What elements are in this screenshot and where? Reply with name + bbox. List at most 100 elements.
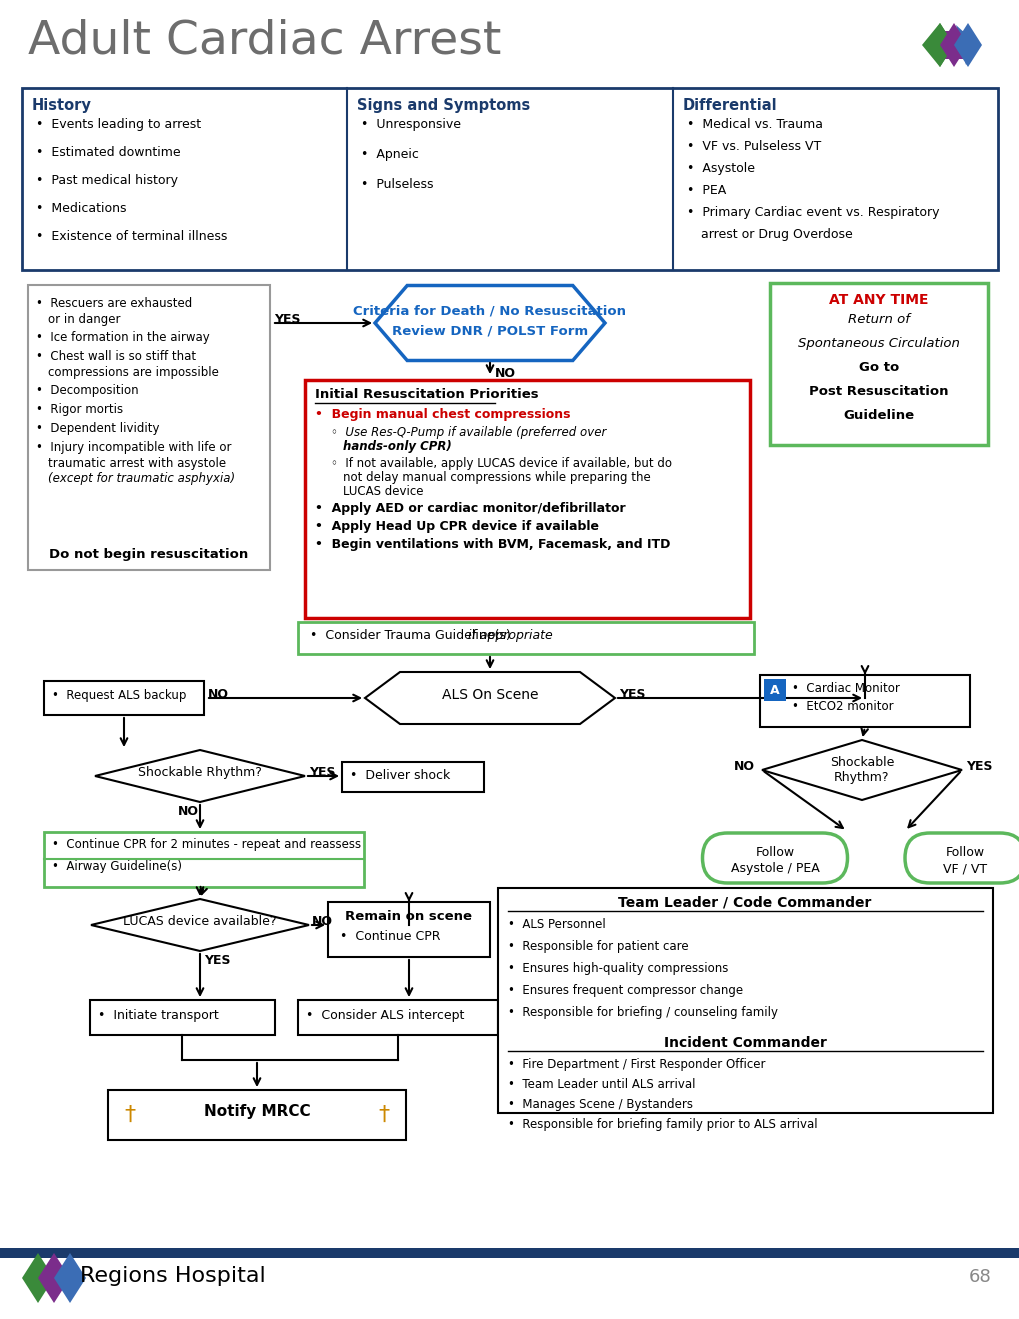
Text: •  Unresponsive: • Unresponsive [361,117,461,131]
Text: •  Continue CPR for 2 minutes - repeat and reassess: • Continue CPR for 2 minutes - repeat an… [52,838,361,851]
Text: YES: YES [619,689,645,700]
Text: if appropriate: if appropriate [468,629,552,642]
Text: Regions Hospital: Regions Hospital [79,1266,266,1286]
Text: •  Request ALS backup: • Request ALS backup [52,689,186,702]
Text: •  Airway Guideline(s): • Airway Guideline(s) [52,860,181,873]
Text: •  Begin manual chest compressions: • Begin manual chest compressions [315,408,570,421]
Bar [90,1000,275,1035]
Text: ALS On Scene: ALS On Scene [441,689,538,702]
Text: •  Dependent lividity: • Dependent lividity [36,422,159,435]
Bar [497,888,993,1113]
Text: Review DNR / POLST Form: Review DNR / POLST Form [391,324,588,336]
Text: VF / VT: VF / VT [942,863,986,874]
Text: •  Consider Trauma Guideline(s): • Consider Trauma Guideline(s) [310,629,515,642]
Polygon shape [940,22,967,67]
Polygon shape [365,671,614,724]
Polygon shape [375,285,604,360]
Text: Post Resuscitation: Post Resuscitation [808,385,948,398]
Text: not delay manual compressions while preparing the: not delay manual compressions while prep… [342,471,650,484]
Text: LUCAS device: LUCAS device [342,485,423,499]
Text: YES: YES [965,760,991,773]
Polygon shape [22,1253,54,1303]
Text: •  VF vs. Pulseless VT: • VF vs. Pulseless VT [686,140,820,153]
Bar [28,285,270,570]
Text: Adult Cardiac Arrest: Adult Cardiac Arrest [28,18,501,63]
Text: •  Responsible for patient care: • Responsible for patient care [507,940,688,954]
Text: •  Asystole: • Asystole [686,162,754,175]
Text: •  Past medical history: • Past medical history [36,174,178,187]
Text: •  Responsible for briefing / counseling family: • Responsible for briefing / counseling … [507,1006,777,1020]
Text: (except for traumatic asphyxia): (except for traumatic asphyxia) [48,472,235,485]
Text: Do not begin resuscitation: Do not begin resuscitation [49,547,249,561]
Bar [763,679,786,700]
Text: •  Cardiac Monitor: • Cardiac Monitor [791,682,899,695]
Text: History: History [32,98,92,113]
Text: Shockable: Shockable [829,756,894,769]
Text: •  Apply Head Up CPR device if available: • Apply Head Up CPR device if available [315,520,598,533]
Text: Guideline: Guideline [843,409,914,422]
Text: arrest or Drug Overdose: arrest or Drug Overdose [700,228,852,241]
Text: •  Injury incompatible with life or: • Injury incompatible with life or [36,441,231,454]
Polygon shape [955,25,977,65]
Text: NO: NO [734,760,754,773]
Text: •  Medications: • Medications [36,202,126,215]
Text: traumatic arrest with asystole: traumatic arrest with asystole [48,456,226,470]
Text: •  Estimated downtime: • Estimated downtime [36,146,180,160]
Text: •  Manages Scene / Bystanders: • Manages Scene / Bystanders [507,1097,692,1111]
Text: Team Leader / Code Commander: Team Leader / Code Commander [618,896,871,910]
Bar [759,675,969,727]
Text: †: † [378,1105,389,1125]
Text: AT ANY TIME: AT ANY TIME [828,293,928,307]
Text: Remain on scene: Remain on scene [345,910,472,923]
Text: •  Events leading to arrest: • Events leading to arrest [36,117,201,131]
Bar [298,623,753,654]
Text: YES: YES [309,766,335,780]
Text: Differential: Differential [682,98,776,113]
Polygon shape [91,900,309,951]
Text: •  Rigor mortis: • Rigor mortis [36,404,123,415]
Text: NO: NO [494,367,516,380]
Text: hands-only CPR): hands-only CPR) [342,441,451,452]
Text: •  Ensures frequent compressor change: • Ensures frequent compressor change [507,984,743,997]
Text: NO: NO [208,689,229,700]
Text: Go to: Go to [858,361,898,375]
Text: LUCAS device available?: LUCAS device available? [123,915,276,929]
Bar [108,1089,406,1140]
Polygon shape [761,740,961,801]
Text: Follow: Follow [945,845,983,859]
Text: •  Deliver shock: • Deliver shock [350,769,449,782]
Text: A: A [769,683,780,696]
Polygon shape [921,22,953,67]
Text: ◦  Use Res-Q-Pump if available (preferred over: ◦ Use Res-Q-Pump if available (preferred… [331,426,605,439]
Text: NO: NO [178,805,199,818]
Text: •  PEA: • PEA [686,183,726,197]
Bar [22,88,997,270]
Bar [0,1248,1019,1258]
Text: Signs and Symptoms: Signs and Symptoms [357,98,530,113]
Text: Follow: Follow [755,845,794,859]
Text: •  Pulseless: • Pulseless [361,178,433,191]
Text: •  EtCO2 monitor: • EtCO2 monitor [791,700,893,714]
Text: •  Chest wall is so stiff that: • Chest wall is so stiff that [36,350,196,363]
Text: YES: YES [274,313,301,326]
Text: YES: YES [204,954,230,967]
Text: Notify MRCC: Notify MRCC [204,1104,310,1119]
Text: •  Begin ventilations with BVM, Facemask, and ITD: • Begin ventilations with BVM, Facemask,… [315,538,669,551]
Bar [44,681,204,715]
Bar [328,902,489,958]
Text: •  Ensures high-quality compressions: • Ensures high-quality compressions [507,962,728,975]
Bar [298,1000,497,1035]
Text: •  Apply AED or cardiac monitor/defibrillator: • Apply AED or cardiac monitor/defibrill… [315,503,625,514]
Text: †: † [124,1105,136,1125]
Polygon shape [953,22,981,67]
Text: •  Decomposition: • Decomposition [36,384,139,397]
Bar [305,380,749,619]
Text: •  Existence of terminal illness: • Existence of terminal illness [36,230,227,243]
Text: Initial Resuscitation Priorities: Initial Resuscitation Priorities [315,388,538,401]
Text: •  Primary Cardiac event vs. Respiratory: • Primary Cardiac event vs. Respiratory [686,206,938,219]
Text: compressions are impossible: compressions are impossible [48,365,219,379]
Text: •  Apneic: • Apneic [361,148,419,161]
Text: •  Medical vs. Trauma: • Medical vs. Trauma [686,117,822,131]
Polygon shape [95,751,305,802]
Text: •  Fire Department / First Responder Officer: • Fire Department / First Responder Offi… [507,1058,764,1071]
